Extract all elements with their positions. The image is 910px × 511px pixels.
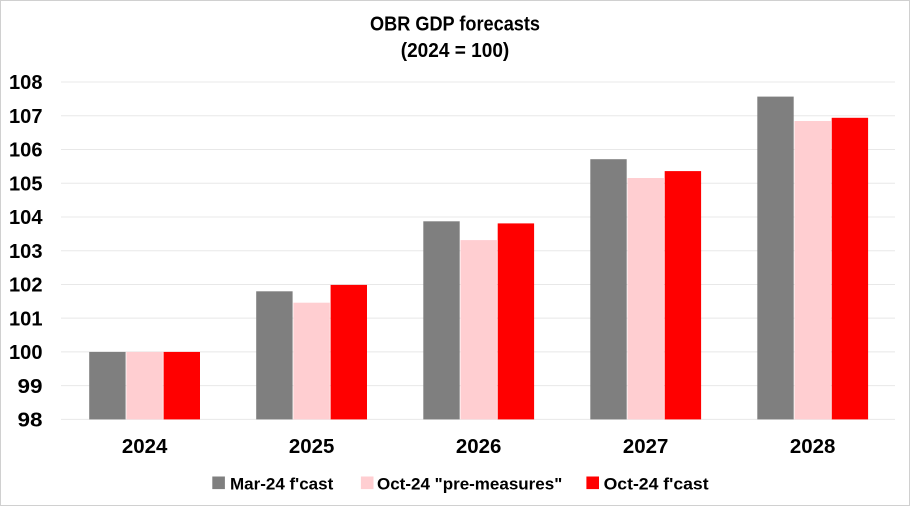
svg-text:107: 107 [9,106,43,128]
svg-text:108: 108 [9,72,43,94]
svg-text:100: 100 [9,342,43,364]
svg-text:(2024 = 100): (2024 = 100) [401,40,510,62]
svg-text:104: 104 [9,207,43,229]
svg-text:Oct-24 "pre-measures": Oct-24 "pre-measures" [377,474,562,493]
svg-text:101: 101 [9,308,43,330]
svg-text:2026: 2026 [456,436,502,458]
svg-text:102: 102 [9,275,43,297]
svg-text:2025: 2025 [289,436,335,458]
svg-text:Oct-24 f'cast: Oct-24 f'cast [604,474,709,493]
svg-text:99: 99 [18,376,43,398]
svg-text:2024: 2024 [122,436,168,458]
svg-text:OBR GDP forecasts: OBR GDP forecasts [370,14,540,36]
svg-text:106: 106 [9,140,43,162]
svg-text:Mar-24 f'cast: Mar-24 f'cast [230,474,334,493]
svg-text:98: 98 [18,410,43,432]
svg-text:105: 105 [9,173,43,195]
svg-text:2028: 2028 [790,436,836,458]
svg-text:2027: 2027 [623,436,669,458]
svg-text:103: 103 [9,241,43,263]
